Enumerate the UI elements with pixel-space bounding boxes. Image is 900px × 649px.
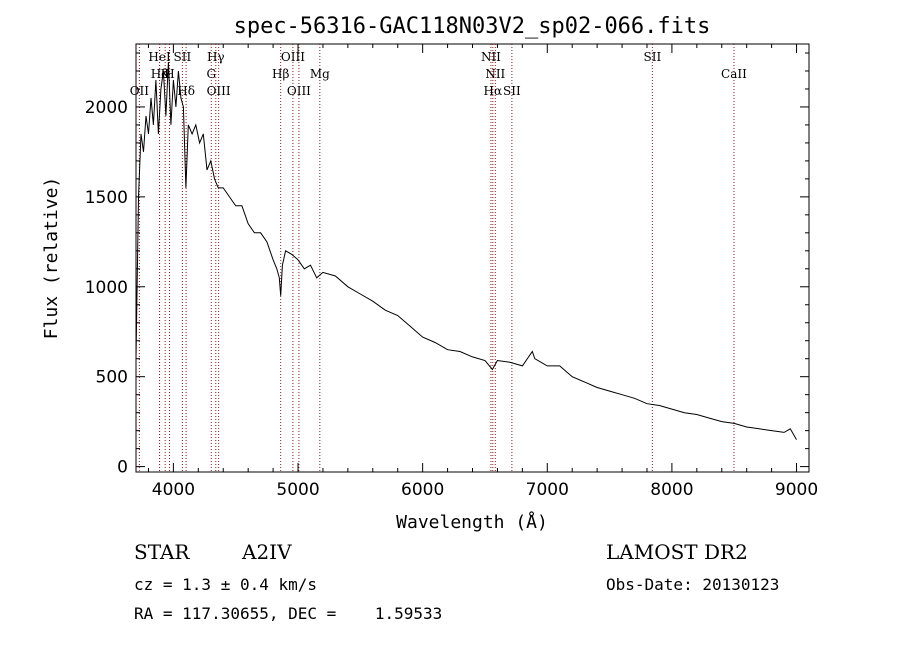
line-marker-label: SII — [174, 50, 192, 64]
line-marker-label: SII — [503, 84, 521, 98]
line-marker-label: OIII — [207, 84, 231, 98]
observation-date: Obs-Date: 20130123 — [606, 575, 780, 594]
x-tick-label: 5000 — [276, 480, 319, 500]
line-marker-label: Mg — [310, 67, 330, 81]
line-marker-label: Hγ — [207, 50, 225, 64]
line-marker-label: Hδ — [177, 84, 195, 98]
y-axis-label: Flux (relative) — [41, 177, 62, 340]
line-marker-label: Hβ — [272, 67, 289, 81]
line-marker-label: NII — [481, 50, 501, 64]
line-marker-label: OII — [130, 84, 150, 98]
survey-name: LAMOST DR2 — [606, 540, 748, 564]
object-subclass: A2IV — [242, 540, 292, 564]
x-tick-label: 4000 — [152, 480, 195, 500]
spectrum-line — [135, 61, 797, 440]
line-marker-label: SII — [643, 50, 661, 64]
line-marker-labels: HδOIIHeIKSIIHHδHγGOIIIOIIIHβOIIIMgNIINII… — [130, 50, 747, 98]
x-tick-label: 9000 — [775, 480, 818, 500]
line-marker-label: H — [164, 67, 174, 81]
x-axis-label: Wavelength (Å) — [396, 511, 548, 533]
x-tick-label: 6000 — [401, 480, 444, 500]
object-class: STAR — [134, 540, 190, 564]
redshift-cz: cz = 1.3 ± 0.4 km/s — [134, 575, 318, 594]
line-marker-label: OIII — [281, 50, 305, 64]
y-tick-label: 1500 — [85, 188, 128, 208]
line-marker-label: Hα — [484, 84, 503, 98]
y-tick-label: 500 — [96, 368, 128, 388]
line-markers — [138, 44, 735, 472]
axis-ticks: 4000 5000 6000 7000 8000 9000 0 500 1000 1500 2000 — [85, 44, 818, 500]
y-tick-label: 0 — [117, 458, 128, 478]
line-marker-label: G — [206, 67, 216, 81]
x-tick-label: 8000 — [650, 480, 693, 500]
line-marker-label: K — [161, 67, 171, 81]
ra-dec: RA = 117.30655, DEC = 1.59533 — [134, 604, 443, 623]
y-tick-label: 1000 — [85, 278, 128, 298]
line-marker-label: NII — [485, 67, 505, 81]
line-marker-label: OIII — [287, 84, 311, 98]
plot-frame — [135, 43, 810, 473]
y-tick-label: 2000 — [85, 98, 128, 118]
chart-title: spec-56316-GAC118N03V2_sp02-066.fits — [234, 14, 711, 39]
x-tick-label: 7000 — [526, 480, 569, 500]
line-marker-label: HeI — [148, 50, 171, 64]
line-marker-label: CaII — [721, 67, 747, 81]
